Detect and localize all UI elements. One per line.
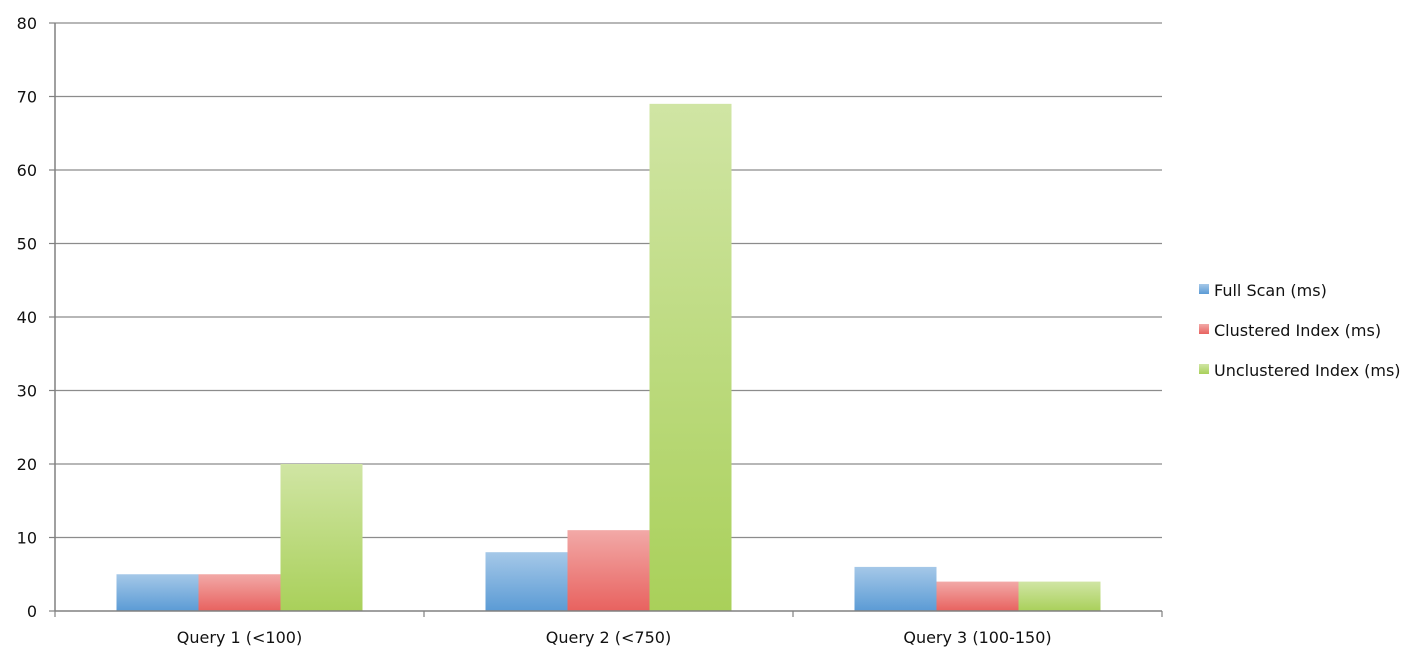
bar-1-2 [485, 552, 568, 611]
y-tick-label: 60 [17, 161, 37, 180]
bar-2-2 [567, 530, 650, 611]
legend-label: Full Scan (ms) [1214, 281, 1327, 300]
bar-2-3 [936, 581, 1019, 611]
gridlines [55, 22, 1162, 539]
y-tick-label: 10 [17, 529, 37, 548]
bar-1-3 [854, 566, 937, 611]
y-tick-label: 50 [17, 235, 37, 254]
bar-3-3 [1018, 581, 1101, 611]
legend: Full Scan (ms) Clustered Index (ms) Unclus… [1199, 281, 1401, 380]
x-tick-label: Query 2 (<750) [546, 628, 671, 647]
y-tick-label: 30 [17, 382, 37, 401]
axes [49, 22, 1163, 617]
legend-swatch [1199, 324, 1209, 334]
bar-3-1 [280, 464, 363, 611]
y-tick-label: 70 [17, 88, 37, 107]
bar-2-1 [198, 574, 281, 611]
x-tick-label: Query 3 (100-150) [903, 628, 1051, 647]
y-tick-label: 20 [17, 455, 37, 474]
legend-swatch [1199, 364, 1209, 374]
bar-1-1 [116, 574, 199, 611]
tick-labels: 0 10 20 30 40 50 60 70 80 Query 1 (<100) Query 2 (… [17, 14, 1052, 647]
bar-3-2 [649, 103, 732, 611]
legend-label: Unclustered Index (ms) [1214, 361, 1401, 380]
bars [116, 103, 1101, 611]
y-tick-label: 80 [17, 14, 37, 33]
y-tick-label: 40 [17, 308, 37, 327]
legend-label: Clustered Index (ms) [1214, 321, 1381, 340]
y-tick-label: 0 [27, 602, 37, 621]
x-tick-label: Query 1 (<100) [177, 628, 302, 647]
legend-swatch [1199, 284, 1209, 294]
